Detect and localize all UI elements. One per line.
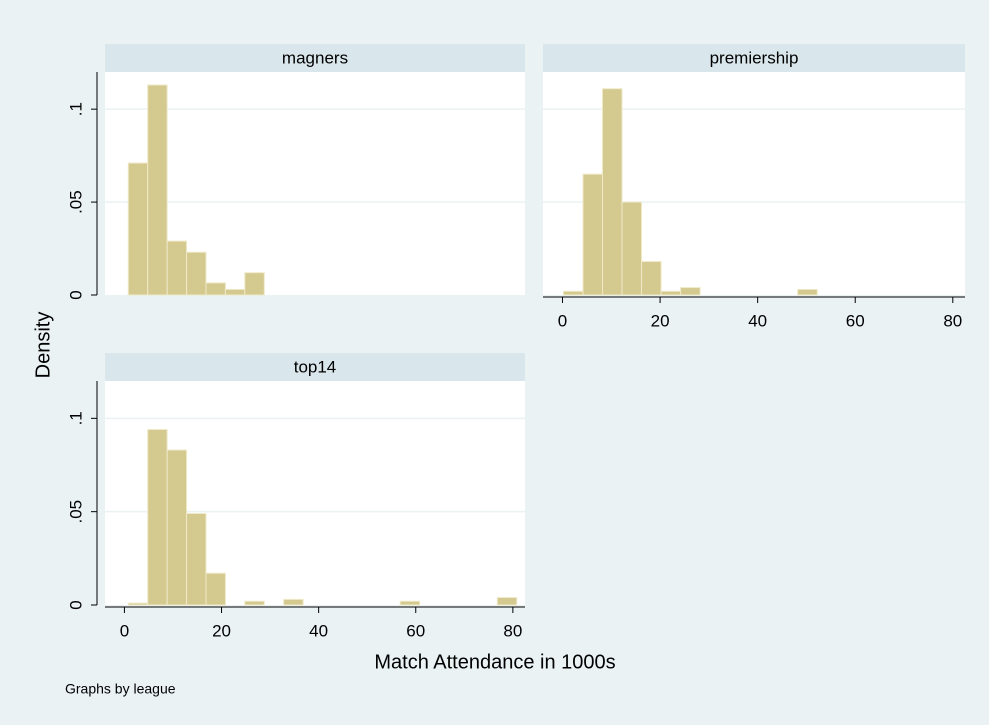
y-tick-label: .05 [66,190,85,214]
bar [147,84,168,296]
bar [496,597,518,606]
y-tick-label: 0 [66,290,85,299]
y-tick-label: 0 [66,600,85,609]
bar [244,272,265,296]
x-axis-title: Match Attendance in 1000s [374,651,615,673]
bar [244,600,265,606]
panel-title: magners [282,48,348,67]
bar [205,572,226,606]
bar [602,88,623,296]
bar [224,288,246,296]
bar [660,290,682,296]
x-tick-label: 0 [120,621,129,640]
bar [127,162,149,296]
bar [641,261,662,296]
note: Graphs by league [65,681,176,697]
bar [166,240,188,296]
x-tick-label: 20 [212,621,231,640]
x-tick-label: 0 [558,311,567,330]
bar [582,173,604,296]
bar [797,288,818,296]
bar [127,602,149,606]
panel-header [543,44,965,72]
x-tick-label: 80 [503,621,522,640]
bar [680,287,701,296]
bar [399,600,421,606]
bar [621,201,643,296]
panel-header [105,44,525,72]
x-tick-label: 60 [846,311,865,330]
x-tick-label: 80 [943,311,962,330]
panel-header [105,353,525,381]
y-tick-label: .1 [66,102,85,116]
bar [562,290,584,296]
x-tick-label: 40 [309,621,328,640]
bar [186,251,207,296]
x-tick-label: 60 [406,621,425,640]
panel-title: top14 [294,357,337,376]
y-tick-label: .05 [66,500,85,524]
y-axis-title: Density [32,312,54,379]
x-tick-label: 20 [651,311,670,330]
x-tick-label: 40 [748,311,767,330]
bar [166,449,188,606]
bar [147,429,168,606]
bar [205,282,226,296]
panel-title: premiership [710,48,799,67]
bar [186,513,207,606]
y-tick-label: .1 [66,411,85,425]
bar [283,598,304,606]
